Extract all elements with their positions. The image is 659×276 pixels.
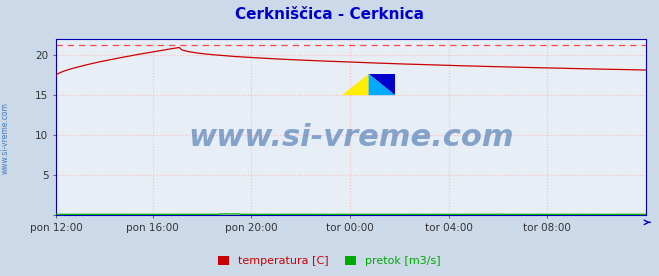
Text: Cerkniščica - Cerknica: Cerkniščica - Cerknica [235,7,424,22]
Polygon shape [342,74,368,95]
Text: www.si-vreme.com: www.si-vreme.com [188,123,514,152]
Polygon shape [368,74,395,95]
Legend: temperatura [C], pretok [m3/s]: temperatura [C], pretok [m3/s] [214,251,445,270]
Text: www.si-vreme.com: www.si-vreme.com [1,102,10,174]
Polygon shape [368,74,395,95]
